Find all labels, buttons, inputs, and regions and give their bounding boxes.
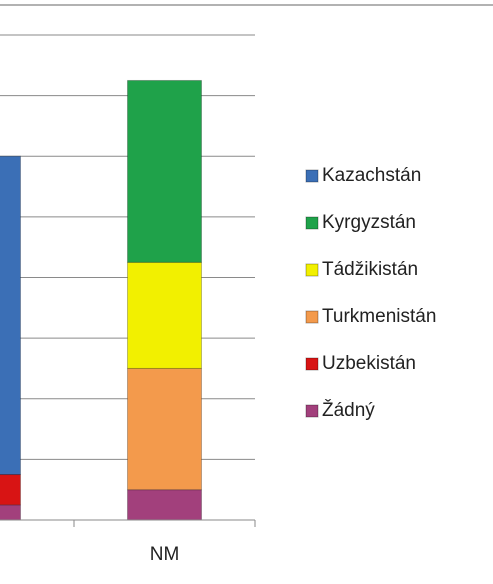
legend-swatch	[305, 263, 319, 277]
bar-segment	[0, 504, 21, 521]
legend-label: Tádžikistán	[322, 259, 418, 280]
legend-swatch	[305, 216, 319, 230]
bar-segment	[127, 79, 202, 263]
legend-swatch	[305, 310, 319, 324]
bar-segment	[127, 261, 202, 369]
legend-swatch	[305, 404, 319, 418]
bar-segment	[0, 474, 21, 506]
bar-segment	[127, 489, 202, 521]
legend-label: Uzbekistán	[322, 353, 416, 374]
legend-swatch	[305, 357, 319, 371]
bar-segment	[0, 155, 21, 476]
legend-label: Žádný	[322, 399, 375, 421]
bar-segment	[127, 367, 202, 491]
x-tick-label: NM	[150, 544, 180, 565]
legend-label: Kazachstán	[322, 165, 421, 186]
legend-label: Kyrgyzstán	[322, 212, 416, 233]
legend-label: Turkmenistán	[322, 306, 436, 327]
legend-swatch	[305, 169, 319, 183]
